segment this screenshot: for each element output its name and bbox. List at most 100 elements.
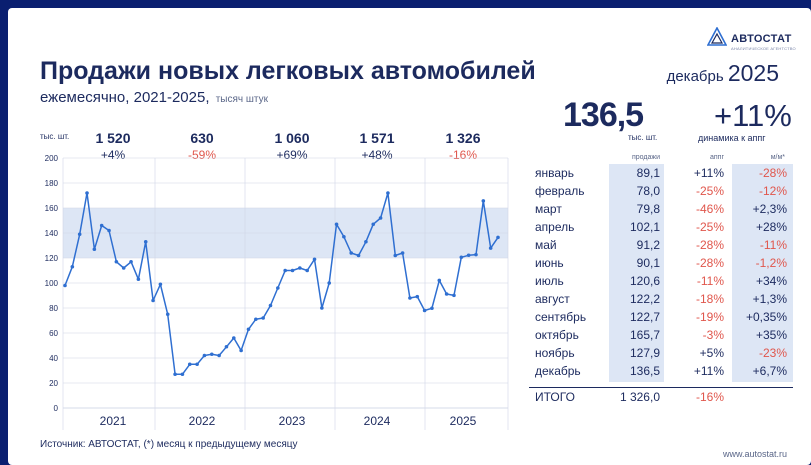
- table-row: декабрь 136,5 +11% +6,7%: [529, 362, 793, 380]
- total-label: ИТОГО: [535, 390, 575, 404]
- x-tick-label: 2021: [100, 414, 127, 428]
- sales-cell: 122,7: [629, 310, 660, 324]
- data-point: [437, 278, 442, 283]
- data-point: [386, 191, 390, 195]
- data-point: [187, 362, 192, 367]
- mom-cell: +1,3%: [752, 292, 787, 306]
- table-row: март 79,8 -46% +2,3%: [529, 200, 793, 218]
- data-point: [298, 266, 302, 270]
- yoy-cell: -18%: [695, 292, 724, 306]
- table-divider: [529, 387, 793, 388]
- header-sales: продажи: [632, 154, 660, 161]
- sales-cell: 136,5: [629, 364, 660, 378]
- autostat-logo: АВТОСТАТ АНАЛИТИЧЕСКОЕ АГЕНТСТВО: [707, 27, 796, 57]
- sales-cell: 89,1: [636, 166, 660, 180]
- yoy-cell: -3%: [702, 328, 724, 342]
- data-point: [466, 253, 471, 258]
- table-header: продажи аппг м/м*: [529, 154, 793, 164]
- page-subtitle: ежемесячно, 2021-2025, тысяч штук: [40, 89, 268, 106]
- yoy-cell: -11%: [696, 274, 724, 288]
- summary-dynamic: +11%: [714, 98, 792, 133]
- annual-change-2022: -59%: [187, 148, 216, 162]
- y-tick-label: 40: [49, 354, 58, 363]
- x-tick-label: 2023: [279, 414, 306, 428]
- yoy-cell: +11%: [693, 166, 724, 180]
- site-url[interactable]: www.autostat.ru: [722, 449, 787, 459]
- y-tick-label: 0: [54, 404, 59, 413]
- logo-name: АВТОСТАТ: [731, 33, 792, 45]
- data-point: [290, 268, 295, 273]
- sales-cell: 78,0: [636, 184, 660, 198]
- sales-cell: 122,2: [629, 292, 660, 306]
- data-point: [400, 251, 405, 255]
- mom-cell: +2,3%: [752, 202, 787, 216]
- sales-cell: 120,6: [629, 274, 660, 288]
- annual-total-2021: 1 520: [95, 130, 131, 146]
- data-point: [408, 296, 412, 300]
- data-point: [195, 362, 199, 367]
- data-point: [430, 306, 434, 311]
- table-row: август 122,2 -18% +1,3%: [529, 290, 793, 308]
- data-point: [261, 316, 265, 320]
- data-point: [268, 303, 273, 308]
- data-point: [92, 247, 97, 252]
- mom-cell: +34%: [755, 274, 787, 288]
- data-point: [129, 259, 133, 264]
- data-point: [305, 268, 309, 273]
- sales-cell: 165,7: [629, 328, 660, 342]
- annual-total-2023: 1 060: [274, 130, 310, 146]
- table-total-row: ИТОГО 1 326,0 -16%: [529, 388, 793, 406]
- data-point: [158, 282, 163, 287]
- data-point: [474, 252, 478, 257]
- yoy-cell: -25%: [695, 220, 724, 234]
- annual-change-2025: -16%: [448, 148, 477, 162]
- yoy-cell: -28%: [695, 256, 724, 270]
- data-point: [327, 281, 332, 285]
- data-point: [496, 235, 500, 240]
- y-tick-label: 20: [49, 379, 58, 388]
- summary-value: 136,5: [563, 96, 644, 134]
- table-row: апрель 102,1 -25% +28%: [529, 218, 793, 236]
- total-yoy: -16%: [695, 390, 724, 404]
- mom-cell: +28%: [755, 220, 787, 234]
- mom-cell: +0,35%: [745, 310, 787, 324]
- summary-value-unit: тыс. шт.: [628, 133, 658, 142]
- y-tick-label: 100: [45, 279, 59, 288]
- infographic-card: АВТОСТАТ АНАЛИТИЧЕСКОЕ АГЕНТСТВО Продажи…: [8, 8, 811, 465]
- header-yoy: аппг: [709, 154, 724, 161]
- data-point: [246, 327, 251, 332]
- units-label: тысяч штук: [215, 94, 268, 105]
- month-cell: апрель: [535, 220, 575, 234]
- data-point: [63, 283, 67, 288]
- table-body: январь 89,1 +11% -28% февраль 78,0 -25% -12% мар…: [529, 164, 793, 380]
- data-point: [121, 266, 126, 270]
- y-tick-label: 160: [45, 204, 59, 213]
- sales-cell: 79,8: [636, 202, 660, 216]
- data-point: [459, 255, 464, 260]
- y-tick-label: 80: [49, 304, 58, 313]
- sales-cell: 127,9: [629, 346, 660, 360]
- annual-total-2025: 1 326: [445, 130, 481, 146]
- report-period: декабрь 2025: [667, 60, 779, 87]
- y-tick-label: 140: [45, 229, 59, 238]
- mom-cell: -11%: [759, 238, 787, 252]
- month-cell: май: [535, 238, 557, 252]
- data-point: [342, 234, 346, 239]
- data-point: [364, 239, 368, 244]
- month-cell: октябрь: [535, 328, 579, 342]
- mom-cell: -23%: [758, 346, 787, 360]
- table-row: сентябрь 122,7 -19% +0,35%: [529, 308, 793, 326]
- data-point: [444, 292, 449, 296]
- mom-column-bg: [732, 164, 793, 382]
- logo-subtitle: АНАЛИТИЧЕСКОЕ АГЕНТСТВО: [731, 46, 796, 51]
- data-point: [334, 222, 339, 227]
- sales-line-chart: 0 20 40 60 80 100 120 140 160 180 200 2021 2022 2023 2…: [45, 154, 509, 430]
- yoy-cell: -28%: [695, 238, 724, 252]
- data-point: [217, 353, 221, 358]
- total-sales: 1 326,0: [619, 390, 660, 404]
- data-point: [136, 277, 141, 282]
- sales-cell: 102,1: [629, 220, 660, 234]
- mom-cell: +6,7%: [752, 364, 787, 378]
- month-cell: август: [535, 292, 570, 306]
- data-point: [349, 251, 354, 255]
